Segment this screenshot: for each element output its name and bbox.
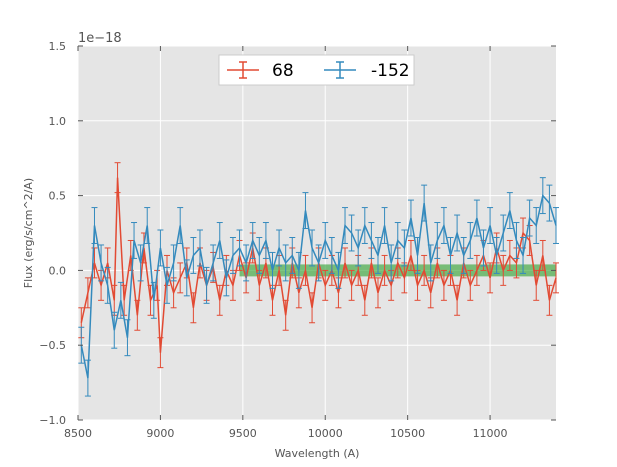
x-tick-label: 8500 bbox=[64, 427, 92, 440]
y-tick-label: 1.5 bbox=[49, 40, 67, 53]
x-tick-label: 11000 bbox=[473, 427, 508, 440]
y-tick-label: 0.0 bbox=[49, 264, 67, 277]
ticks: 8500 9000 9500 10000 10500 11000 −1.0 −0.5 0.0 0.… bbox=[39, 40, 556, 440]
x-tick-label: 10000 bbox=[308, 427, 343, 440]
legend-item-neg152: -152 bbox=[324, 61, 410, 81]
series-layer bbox=[78, 162, 559, 397]
series-line bbox=[80, 177, 557, 353]
y-tick-label: 0.5 bbox=[49, 190, 67, 203]
series-1 bbox=[78, 177, 559, 397]
x-tick-label: 10500 bbox=[390, 427, 425, 440]
legend-label-neg152: -152 bbox=[371, 61, 410, 81]
offset-label: 1e−18 bbox=[78, 31, 122, 46]
plot-area bbox=[78, 46, 556, 420]
legend-item-68: 68 bbox=[227, 61, 294, 81]
y-tick-label: −0.5 bbox=[39, 339, 66, 352]
x-axis-title: Wavelength (A) bbox=[275, 447, 360, 460]
legend: 68 -152 bbox=[218, 54, 415, 86]
y-tick-label: −1.0 bbox=[39, 414, 66, 427]
y-axis-title: Flux (erg/s/cm^2/A) bbox=[22, 178, 35, 288]
series-line bbox=[80, 193, 557, 379]
x-tick-label: 9000 bbox=[146, 427, 174, 440]
y-tick-label: 1.0 bbox=[49, 115, 67, 128]
x-tick-label: 9500 bbox=[229, 427, 257, 440]
legend-label-68: 68 bbox=[272, 61, 294, 81]
